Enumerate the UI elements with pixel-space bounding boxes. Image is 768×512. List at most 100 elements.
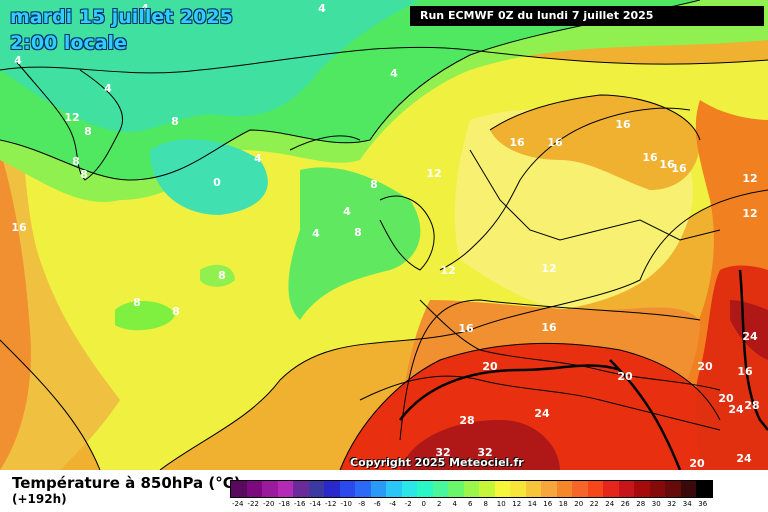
isotherm-label: 20 [689,457,705,470]
isotherm-label: 4 [104,82,112,95]
parameter-title: Température à 850hPa (°C) [12,474,241,492]
color-legend [230,480,713,498]
isotherm-label: 16 [615,118,631,131]
thick-borders [399,269,768,470]
isotherm-label: 8 [370,178,378,191]
legend-tick-label: 2 [437,500,442,508]
legend-tick-label: -18 [278,500,290,508]
legend-cell [370,481,386,497]
legend-cell [572,481,588,497]
legend-tick-label: -8 [358,500,366,508]
green-patch-2 [200,264,235,287]
legend-tick-label: -12 [325,500,337,508]
isotherm-label: 4 [343,205,351,218]
legend-tick-label: -10 [340,500,352,508]
isotherm-label: 8 [218,269,226,282]
legend-tick-label: 8 [483,500,488,508]
isotherm-label: 8 [72,155,80,168]
legend-tick-label: -22 [247,500,259,508]
legend-cell [556,481,572,497]
arabia-core [730,300,768,360]
isotherm-label: 20 [718,392,734,405]
legend-tick-label: -24 [232,500,244,508]
legend-cell [339,481,355,497]
isotherm-label: 20 [617,370,633,383]
legend-tick-label: 20 [574,500,584,508]
cold-pool-atlantic [150,139,268,215]
isotherm-label: 4 [318,2,326,15]
isotherm-label: 16 [547,136,563,149]
isotherm-label: 16 [737,365,753,378]
isotherm-12 [159,189,768,470]
isotherm-label: 32 [477,446,492,459]
isotherm-label: 4 [254,152,262,165]
legend-cell [262,481,278,497]
border-north-africa [399,364,621,421]
legend-cell [525,481,541,497]
isotherm-label: 8 [80,168,88,181]
legend-cell [494,481,510,497]
border-middle-east [738,269,768,431]
isotherm-label: 8 [84,125,92,138]
legend-tick-label: 32 [667,500,677,508]
legend-tick-label: 30 [651,500,661,508]
isotherm-label: 24 [534,407,550,420]
isotherm-label: 16 [671,162,687,175]
legend-cell [479,481,495,497]
greenland-coast [14,59,124,181]
isotherm-label: 16 [11,221,27,234]
legend-tick-label: 6 [468,500,473,508]
legend-tick-label: -20 [263,500,275,508]
isotherm-label: 28 [744,399,759,412]
legend-tick-label: -14 [309,500,321,508]
legend-tick-label: 18 [558,500,568,508]
warm-west-edge [0,150,31,470]
isotherm-8 [0,0,701,181]
coastlines [14,59,721,431]
isotherm-lines [0,0,768,470]
isotherm-label: 16 [458,322,474,335]
legend-cell [634,481,650,497]
mediterranean-north-coast [419,299,721,391]
sahara-core [400,420,560,470]
legend-cell [541,481,557,497]
legend-cell [603,481,619,497]
isotherm-20 [339,342,721,470]
legend-cell [448,481,464,497]
forecast-date: mardi 15 juillet 2025 [10,6,233,28]
legend-cell [355,481,371,497]
isotherm-label: 8 [171,115,179,128]
lead-time: (+192h) [12,492,67,506]
isotherm-label: 16 [642,151,658,164]
legend-tick-label: 0 [421,500,426,508]
isotherm-16 [399,299,701,441]
isotherm-label: 12 [426,167,441,180]
isotherm-label: 4 [141,2,149,15]
isotherm-label: 28 [459,414,474,427]
isotherm-label: 4 [390,67,398,80]
legend-cell [277,481,293,497]
uk-coast [379,195,435,271]
legend-cell [308,481,324,497]
europe-north-coast [439,107,691,271]
legend-cell [618,481,634,497]
isotherm-label: 16 [541,321,557,334]
legend-cell [587,481,603,497]
isotherm-label: 12 [742,207,757,220]
isotherm-16-scandinavia [489,94,701,141]
green-patch-1 [115,300,175,331]
legend-cell [432,481,448,497]
isotherm-label: 4 [14,54,22,67]
isotherm-label: 20 [697,360,713,373]
temperature-map: 4 4 4 4 4 4 4 4 0 8 8 8 8 8 8 8 8 8 12 12 12 12 12 12 16 16 16 16 16… [0,0,768,470]
isotherm-label: 12 [541,262,556,275]
isotherm-label: 4 [312,227,320,240]
legend-tick-label: 10 [496,500,506,508]
footer: Température à 850hPa (°C) (+192h) -24 -22… [0,470,768,512]
cold-core [0,0,420,133]
isotherm-4 [0,46,768,74]
isotherm-label: 24 [742,330,758,343]
legend-cell [463,481,479,497]
